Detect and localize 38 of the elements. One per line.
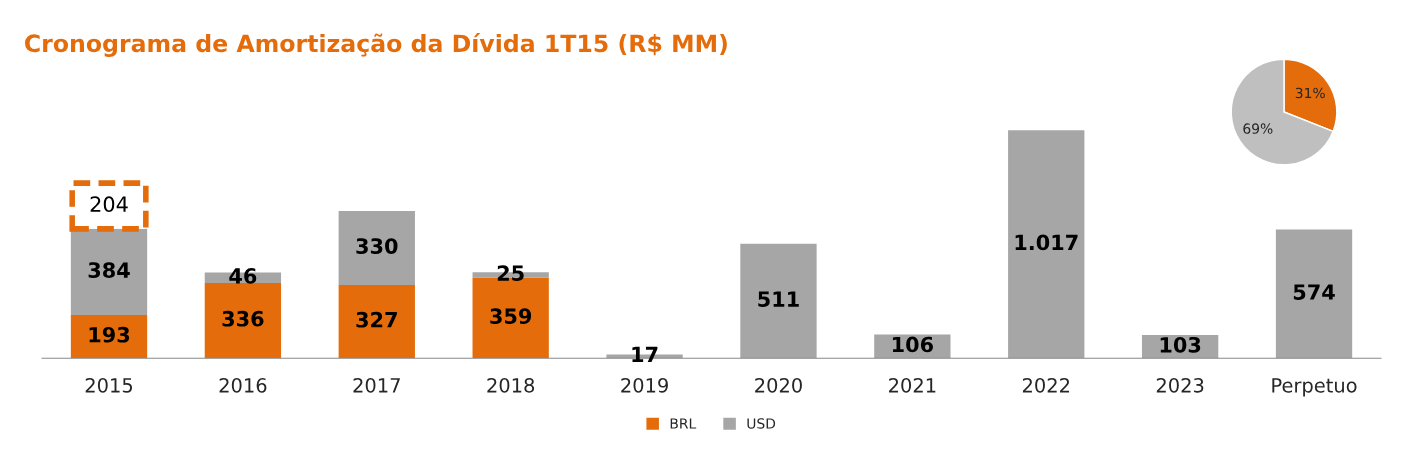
data-label: 46: [229, 268, 257, 284]
data-label: 1.017: [1015, 234, 1078, 251]
x-tick-label: 2022: [1022, 377, 1070, 393]
chart-title: Cronograma de Amortização da Dívida 1T15 (R$ MM): [25, 33, 727, 57]
bar: [1008, 130, 1085, 359]
legend-label: USD: [747, 418, 776, 429]
data-label: 193: [89, 326, 130, 343]
x-tick-label: 2017: [353, 377, 400, 393]
data-label: 31%: [1295, 87, 1325, 99]
data-label: 17: [632, 346, 658, 363]
x-tick-label: 2016: [219, 377, 267, 393]
x-tick-label: 2015: [85, 377, 133, 393]
legend-label: BRL: [670, 418, 697, 429]
data-label: 384: [88, 262, 130, 278]
bar: [338, 210, 415, 285]
bar: [338, 284, 415, 359]
data-label: 25: [497, 265, 524, 281]
x-tick-label: Perpetuo: [1272, 378, 1357, 397]
bar: [204, 282, 282, 359]
x-tick-label: 2021: [889, 377, 936, 393]
data-label: 204: [90, 196, 128, 213]
data-label: 69%: [1243, 123, 1273, 134]
data-label: 511: [758, 291, 799, 307]
data-label: 574: [1293, 284, 1335, 300]
bar: [70, 314, 148, 359]
data-label: 336: [222, 310, 264, 327]
data-label: 106: [892, 336, 933, 353]
bar: [740, 243, 817, 359]
data-label: 103: [1160, 336, 1201, 353]
x-tick-label: 2019: [621, 377, 668, 393]
data-label: 330: [356, 238, 398, 254]
data-label: 359: [490, 308, 532, 325]
pie-slice: [1230, 58, 1334, 166]
x-tick-label: 2018: [487, 377, 535, 393]
data-label: 327: [356, 311, 397, 328]
bar: [1275, 229, 1353, 359]
x-tick-label: 2023: [1156, 377, 1204, 393]
x-tick-label: 2020: [755, 377, 802, 393]
